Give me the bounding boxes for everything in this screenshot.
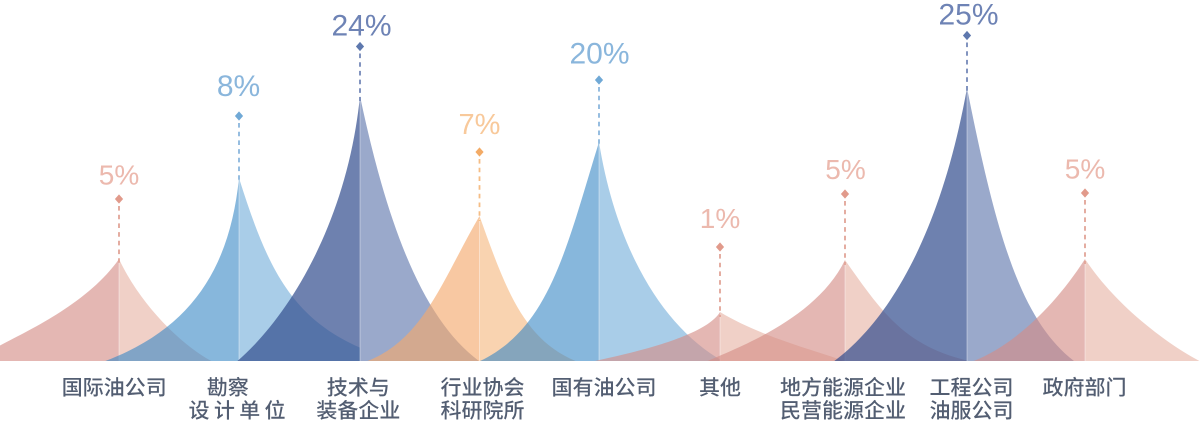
- svg-text:8%: 8%: [217, 70, 260, 103]
- svg-text:7%: 7%: [459, 109, 501, 141]
- svg-text:5%: 5%: [825, 154, 865, 185]
- svg-text:1%: 1%: [700, 203, 740, 234]
- svg-text:20%: 20%: [569, 38, 629, 71]
- svg-text:24%: 24%: [331, 10, 391, 43]
- svg-text:5%: 5%: [99, 160, 139, 191]
- svg-text:5%: 5%: [1065, 154, 1105, 185]
- svg-text:25%: 25%: [938, 0, 998, 32]
